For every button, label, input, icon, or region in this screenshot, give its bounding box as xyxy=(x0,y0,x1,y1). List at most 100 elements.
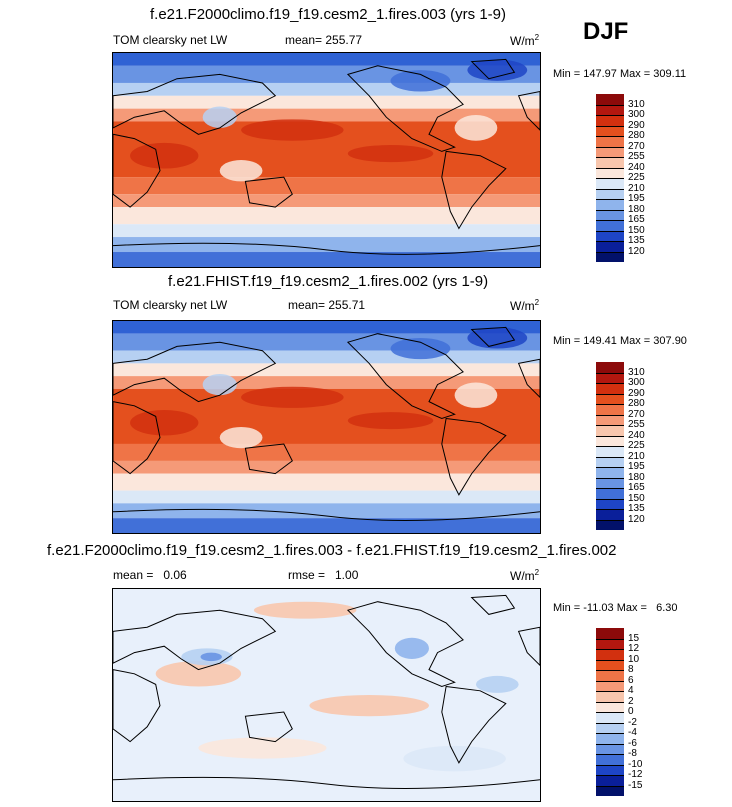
panel3-mean: mean = 0.06 xyxy=(113,568,187,582)
coastline xyxy=(441,417,507,496)
colorbar-swatch xyxy=(596,372,624,383)
colorbar-swatch xyxy=(596,199,624,210)
field-blob xyxy=(198,737,327,759)
colorbar-swatch xyxy=(596,414,624,425)
panel1-map xyxy=(112,52,541,268)
colorbar-tick-label: 180 xyxy=(628,203,645,215)
colorbar-tick-label: -15 xyxy=(628,779,643,791)
colorbar-swatch xyxy=(596,691,624,702)
field-blob xyxy=(347,145,434,163)
colorbar-tick-label: 310 xyxy=(628,366,645,378)
panel3-minmax: Min = -11.03 Max = 6.30 xyxy=(553,602,678,614)
field-blob xyxy=(202,374,237,396)
colorbar-swatch xyxy=(596,680,624,691)
panel1-mean: mean= 255.77 xyxy=(285,33,363,47)
colorbar-tick-label: 225 xyxy=(628,440,645,451)
colorbar-swatch xyxy=(596,220,624,231)
field-band xyxy=(113,443,540,461)
colorbar-swatch xyxy=(596,649,624,660)
colorbar-swatch xyxy=(596,362,624,373)
colorbar-tick-label: 180 xyxy=(628,471,645,483)
colorbar-swatch xyxy=(596,435,624,446)
coastline xyxy=(244,711,293,743)
colorbar-swatch xyxy=(596,659,624,670)
colorbar-swatch xyxy=(596,775,624,786)
field-blob xyxy=(200,652,222,662)
colorbar-tick-label: 12 xyxy=(628,643,640,654)
colorbar-swatch xyxy=(596,743,624,754)
panel1-minmax: Min = 147.97 Max = 309.11 xyxy=(553,68,687,80)
colorbar-tick-label: 165 xyxy=(628,214,645,225)
field-blob xyxy=(454,382,498,408)
field-blob xyxy=(454,115,498,141)
panel2-minmax: Min = 149.41 Max = 307.90 xyxy=(553,335,687,347)
field-blob xyxy=(390,70,451,92)
coastline-antarctica xyxy=(113,776,540,789)
colorbar-tick-label: 120 xyxy=(628,245,645,257)
colorbar-swatch xyxy=(596,712,624,723)
coastline xyxy=(470,594,516,615)
panel2-colorbar: 310 300 290 280 270 255 240 225 210 195 180 165 150 1… xyxy=(596,362,656,530)
colorbar-swatch xyxy=(596,467,624,478)
colorbar-tick-label: -4 xyxy=(628,727,637,738)
panel3-rmse: rmse = 1.00 xyxy=(288,568,359,582)
colorbar-swatch xyxy=(596,754,624,765)
colorbar-swatch xyxy=(596,477,624,488)
coastline xyxy=(113,73,277,135)
field-band xyxy=(113,252,540,267)
field-band xyxy=(113,53,540,66)
field-band xyxy=(113,237,540,253)
colorbar-swatch xyxy=(596,125,624,136)
colorbar-tick-label: -6 xyxy=(628,737,637,749)
coastline-antarctica xyxy=(113,242,540,255)
colorbar-swatch xyxy=(596,425,624,436)
panel1-title: f.e21.F2000climo.f19_f19.cesm2_1.fires.0… xyxy=(150,6,507,23)
colorbar-swatch xyxy=(596,230,624,241)
colorbar-swatch xyxy=(596,115,624,126)
colorbar-swatch xyxy=(596,393,624,404)
colorbar-swatch xyxy=(596,628,624,639)
colorbar-tick-label: 195 xyxy=(628,193,645,204)
colorbar-swatch xyxy=(596,456,624,467)
coastline xyxy=(113,609,277,671)
field-blob xyxy=(219,160,263,182)
colorbar-tick-label: 135 xyxy=(628,503,645,514)
colorbar-swatch xyxy=(596,670,624,681)
panel2-title: f.e21.FHIST.f19_f19.cesm2_1.fires.002 (y… xyxy=(168,273,489,290)
colorbar-tick-label: 280 xyxy=(628,130,645,141)
colorbar-swatch xyxy=(596,519,624,530)
field-band xyxy=(113,503,540,519)
colorbar-swatch xyxy=(596,167,624,178)
coastline xyxy=(244,176,293,208)
field-blob xyxy=(390,337,451,360)
colorbar-swatch xyxy=(596,785,624,796)
coastline xyxy=(113,401,161,475)
field-blob xyxy=(155,661,242,687)
colorbar-tick-label: 290 xyxy=(628,119,645,131)
field-blob xyxy=(467,327,528,349)
coastline xyxy=(113,341,277,403)
colorbar-tick-label: 6 xyxy=(628,674,634,686)
colorbar-tick-label: 280 xyxy=(628,398,645,409)
colorbar-tick-label: 150 xyxy=(628,492,645,504)
season-label: DJF xyxy=(583,18,629,45)
field-band xyxy=(113,363,540,377)
colorbar-tick-label: 255 xyxy=(628,419,645,430)
colorbar-tick-label: 210 xyxy=(628,450,645,462)
panel2-units: W/m2 xyxy=(510,298,540,313)
colorbar-swatch xyxy=(596,136,624,147)
field-blob xyxy=(219,427,263,449)
colorbar-tick-label: 120 xyxy=(628,513,645,525)
colorbar-swatch xyxy=(596,241,624,252)
field-band xyxy=(113,95,540,109)
coastline xyxy=(346,333,464,420)
colorbar-tick-label: 225 xyxy=(628,172,645,183)
coastline xyxy=(113,669,161,743)
coastline xyxy=(113,133,161,208)
field-band xyxy=(113,207,540,225)
coastline xyxy=(517,358,540,399)
coastline xyxy=(244,443,293,475)
colorbar-swatch xyxy=(596,446,624,457)
panel2-map xyxy=(112,320,541,534)
coastline xyxy=(441,685,507,764)
